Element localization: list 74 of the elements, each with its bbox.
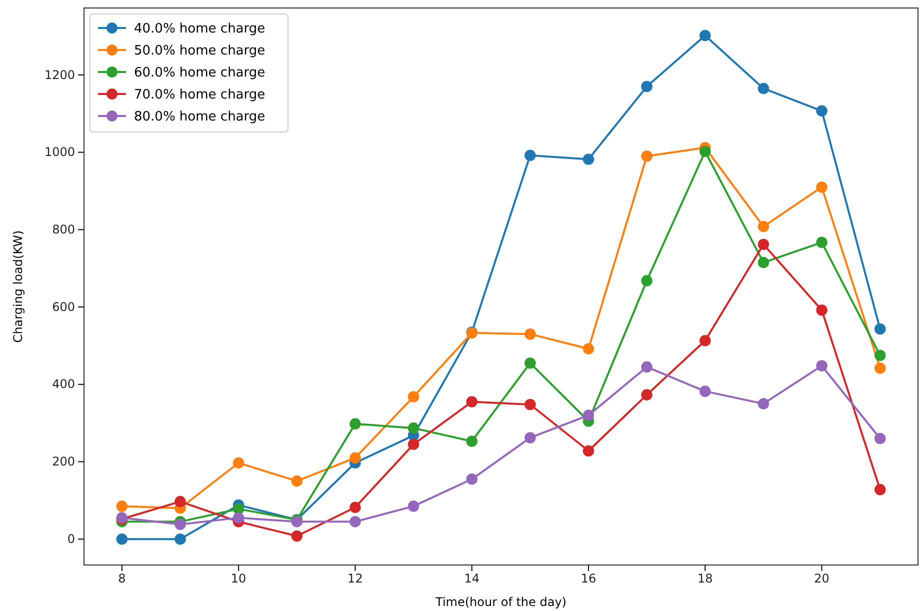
- point: [816, 105, 828, 117]
- point: [758, 238, 770, 250]
- point: [699, 146, 711, 158]
- point: [174, 518, 186, 530]
- point: [758, 398, 770, 410]
- legend-label: 70.0% home charge: [134, 88, 266, 102]
- point: [758, 82, 770, 94]
- point: [174, 496, 186, 508]
- point: [641, 275, 652, 286]
- point: [582, 410, 594, 421]
- legend-label: 40.0% home charge: [134, 22, 266, 36]
- point: [408, 422, 420, 434]
- x-tick-label: 8: [118, 572, 126, 586]
- point: [758, 220, 770, 232]
- point: [874, 362, 886, 374]
- y-tick-label: 0: [67, 532, 75, 546]
- point: [524, 398, 536, 410]
- point: [582, 154, 594, 165]
- point: [874, 484, 886, 496]
- point: [116, 533, 128, 545]
- point: [816, 236, 828, 248]
- point: [641, 80, 652, 92]
- x-tick-label: 16: [580, 572, 596, 586]
- legend-label: 60.0% home charge: [134, 66, 266, 80]
- point: [874, 432, 886, 444]
- x-tick-label: 12: [348, 572, 363, 586]
- x-tick-label: 20: [814, 572, 830, 586]
- x-tick-label: 18: [697, 572, 713, 586]
- point: [524, 150, 536, 162]
- legend-label: 80.0% home charge: [134, 110, 266, 124]
- point: [408, 500, 420, 512]
- point: [350, 418, 361, 430]
- legend-label: 50.0% home charge: [134, 44, 266, 58]
- point: [816, 360, 828, 372]
- point: [350, 502, 361, 513]
- x-tick-label: 10: [230, 572, 246, 586]
- y-tick-label: 1000: [44, 145, 75, 160]
- y-tick-label: 600: [52, 300, 75, 314]
- point: [174, 533, 186, 545]
- point: [350, 452, 361, 464]
- point: [524, 432, 536, 444]
- point: [582, 343, 594, 354]
- point: [874, 323, 886, 335]
- point: [408, 391, 420, 402]
- point: [874, 350, 886, 361]
- y-tick-label: 1200: [44, 68, 75, 82]
- point: [699, 335, 711, 346]
- y-tick-label: 200: [52, 454, 75, 469]
- x-axis-title: Time(hour of the day): [434, 595, 566, 609]
- point: [641, 150, 652, 162]
- point: [699, 30, 711, 42]
- point: [232, 512, 244, 524]
- point: [291, 475, 303, 487]
- x-tick-label: 14: [464, 572, 480, 586]
- point: [641, 361, 652, 373]
- point: [758, 256, 770, 268]
- point: [582, 445, 594, 457]
- y-tick-label: 400: [52, 377, 75, 392]
- y-tick-label: 800: [52, 222, 75, 236]
- point: [116, 500, 128, 512]
- point: [350, 516, 361, 528]
- point: [641, 389, 652, 400]
- point: [466, 436, 478, 447]
- y-axis-title: Charging load(KW): [11, 230, 25, 343]
- point: [466, 396, 478, 408]
- point: [816, 304, 828, 316]
- point: [524, 357, 536, 369]
- point: [291, 530, 303, 542]
- point: [699, 386, 711, 397]
- point: [466, 474, 478, 485]
- point: [524, 328, 536, 340]
- point: [408, 438, 420, 450]
- point: [816, 181, 828, 193]
- point: [232, 457, 244, 469]
